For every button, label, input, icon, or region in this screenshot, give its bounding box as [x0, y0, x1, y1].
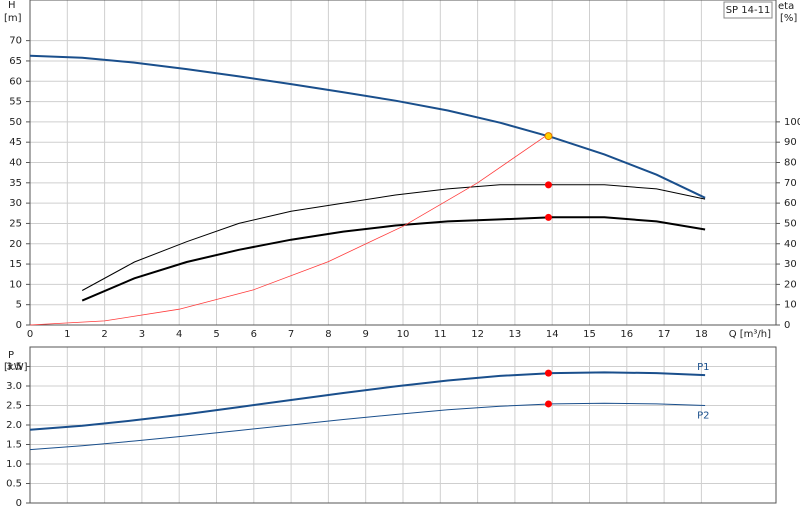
y2-unit: [%]: [780, 13, 797, 24]
y-label: P: [8, 350, 14, 361]
x-tick-label: 0: [27, 329, 33, 340]
y-tick-label: 2.0: [6, 420, 22, 431]
y2-tick-label: 30: [784, 259, 797, 270]
curve: [81, 216, 706, 302]
x-tick-label: 17: [658, 329, 671, 340]
y2-tick-label: 90: [784, 137, 797, 148]
curve: [29, 402, 706, 451]
y-unit: [m]: [4, 13, 22, 24]
y2-tick-label: 40: [784, 239, 797, 250]
y-tick-label: 65: [9, 56, 22, 67]
annotation-box: [723, 1, 773, 19]
y-tick-label: 40: [9, 158, 22, 169]
y-tick-label: 2.5: [6, 401, 22, 412]
x-tick-label: 13: [509, 329, 522, 340]
x-label: Q [m³/h]: [729, 329, 771, 340]
curve: [29, 54, 706, 199]
y-tick-label: 10: [9, 279, 22, 290]
y-tick-label: 1.0: [6, 459, 22, 470]
y-tick-label: 55: [9, 97, 22, 108]
y-tick-label: 30: [9, 198, 22, 209]
x-tick-label: 15: [583, 329, 596, 340]
y2-tick-label: 60: [784, 198, 797, 209]
operating-point: [544, 369, 552, 377]
y-tick-label: 3.5: [6, 362, 22, 373]
y-tick-label: 25: [9, 218, 22, 229]
y-tick-label: 45: [9, 137, 22, 148]
y-tick-label: 60: [9, 76, 22, 87]
y2-label: eta: [778, 1, 794, 12]
annotation: SP 14-11: [726, 5, 771, 16]
x-tick-label: 6: [251, 329, 257, 340]
y-tick-label: 35: [9, 178, 22, 189]
y2-tick-label: 20: [784, 279, 797, 290]
operating-point: [544, 400, 552, 408]
y2-tick-label: 80: [784, 158, 797, 169]
y-tick-label: 50: [9, 117, 22, 128]
x-tick-label: 10: [397, 329, 410, 340]
y-tick-label: 70: [9, 36, 22, 47]
x-tick-label: 18: [695, 329, 708, 340]
series-label: P2: [697, 411, 709, 422]
x-tick-label: 2: [101, 329, 107, 340]
operating-point: [544, 213, 552, 221]
x-tick-label: 12: [471, 329, 484, 340]
y2-tick-label: 0: [784, 320, 790, 331]
curve: [81, 184, 706, 291]
curve: [29, 371, 706, 431]
y-tick-label: 0: [16, 498, 22, 509]
series-label: P1: [697, 362, 709, 373]
x-tick-label: 9: [363, 329, 369, 340]
y-tick-label: 0: [16, 320, 22, 331]
y2-tick-label: 100: [784, 117, 800, 128]
y-label: H: [8, 0, 16, 11]
y2-tick-label: 70: [784, 178, 797, 189]
x-tick-label: 14: [546, 329, 559, 340]
curve: [29, 133, 549, 326]
x-tick-label: 7: [288, 329, 294, 340]
y2-tick-label: 50: [784, 218, 797, 229]
y2-tick-label: 10: [784, 300, 797, 311]
y-unit: [kW]: [4, 362, 28, 373]
y-tick-label: 15: [9, 259, 22, 270]
x-tick-label: 3: [139, 329, 145, 340]
x-tick-label: 11: [434, 329, 447, 340]
y-tick-label: 5: [16, 300, 22, 311]
x-tick-label: 16: [620, 329, 633, 340]
x-tick-label: 1: [64, 329, 70, 340]
y-tick-label: 3.0: [6, 381, 22, 392]
y-tick-label: 1.5: [6, 440, 22, 451]
x-tick-label: 8: [325, 329, 331, 340]
y-tick-label: 20: [9, 239, 22, 250]
operating-point: [544, 132, 553, 141]
y-tick-label: 0.5: [6, 479, 22, 490]
operating-point: [544, 181, 552, 189]
x-tick-label: 5: [213, 329, 219, 340]
x-tick-label: 4: [176, 329, 182, 340]
